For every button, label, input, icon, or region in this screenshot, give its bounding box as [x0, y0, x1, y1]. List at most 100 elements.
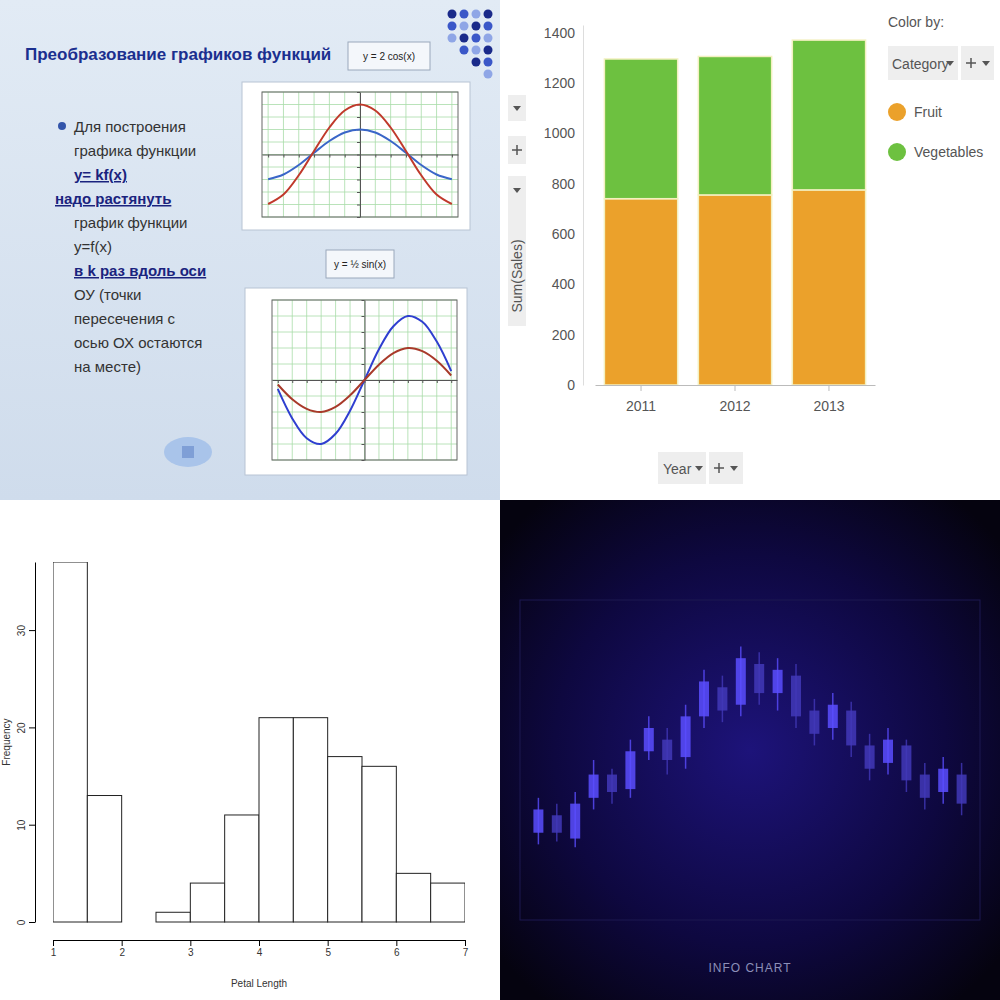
control-box[interactable]: [508, 176, 526, 326]
tick: [329, 155, 330, 158]
grid: [262, 92, 458, 217]
tick-mark: [362, 412, 365, 413]
chart-title: y = 2 cos(x): [363, 51, 415, 62]
decor-dot: [472, 10, 481, 19]
dropdown-arrow: [946, 61, 954, 66]
tick: [362, 428, 365, 429]
tick: 2012: [719, 385, 750, 414]
dropdown-arrow: [982, 61, 990, 66]
tick-mark: [391, 155, 392, 158]
tick: 2013: [813, 385, 844, 414]
tick: [393, 380, 394, 383]
tick-label: 4: [257, 947, 263, 958]
series-line: [278, 316, 451, 444]
chart-background: [500, 0, 1000, 500]
tick-label: 2013: [813, 398, 844, 414]
chart-title: INFO CHART: [708, 961, 791, 975]
control-box[interactable]: [508, 136, 526, 164]
tick-mark: [735, 385, 736, 391]
tick-label: 2011: [626, 398, 656, 414]
tick-mark: [451, 380, 452, 383]
tick: 30: [16, 625, 35, 637]
legend-title: Color by:: [888, 14, 944, 30]
plus-icon: [966, 58, 976, 68]
tick: [437, 155, 438, 158]
tick: 2: [119, 940, 125, 958]
histogram-chart: 12345670102030Petal LengthFrequency: [0, 500, 500, 1000]
slide-text: ОУ (точки: [74, 286, 142, 303]
tick-label: 2: [119, 947, 125, 958]
tick-mark: [329, 155, 330, 158]
tick: 2011: [626, 385, 656, 414]
tick-mark: [350, 380, 351, 383]
tick: [357, 92, 360, 93]
candle-body: [736, 658, 746, 705]
y-axis: 0200400600800100012001400: [544, 25, 584, 393]
tick-mark: [122, 940, 123, 946]
tick-label: 1400: [544, 25, 575, 41]
control-box[interactable]: [508, 95, 526, 121]
title-box: [326, 250, 394, 278]
bar: [698, 56, 771, 194]
tick-mark: [283, 155, 284, 158]
tick: [283, 155, 284, 158]
plot-frame: [520, 600, 980, 920]
tick-mark: [362, 332, 365, 333]
tick: [362, 364, 365, 365]
control-box[interactable]: [888, 46, 958, 80]
tick-mark: [375, 155, 376, 158]
tick: [362, 444, 365, 445]
candle-body: [570, 804, 580, 839]
tick: [299, 155, 300, 158]
dropdown-arrow: [730, 466, 738, 471]
tick-label: 6: [394, 947, 400, 958]
tick-mark: [357, 92, 360, 93]
tick: 1400: [544, 25, 583, 41]
control-box[interactable]: [709, 452, 743, 484]
tick: [452, 155, 453, 158]
tick: [362, 396, 365, 397]
tick-mark: [465, 940, 466, 946]
decoration: [448, 10, 493, 79]
series-group: [278, 316, 451, 444]
tick: 3: [188, 940, 194, 958]
dropdown-arrow: [695, 466, 703, 471]
decor-dot: [484, 34, 493, 43]
tick: [408, 380, 409, 383]
tick: [406, 155, 407, 158]
nav-button-icon: [182, 446, 194, 458]
control-box[interactable]: [961, 46, 994, 80]
tick-mark: [422, 380, 423, 383]
tick: [307, 380, 308, 383]
tick: [362, 300, 365, 301]
tick: [379, 380, 380, 383]
tick-mark: [278, 380, 279, 383]
tick-mark: [357, 167, 360, 168]
nav-button[interactable]: [164, 437, 212, 467]
candles: [533, 647, 966, 848]
tick: [362, 460, 365, 461]
legend-swatch: [888, 143, 906, 161]
tick-mark: [362, 316, 365, 317]
slide-text: график функции: [74, 214, 187, 231]
tick-label: 10: [16, 819, 27, 831]
candle-body: [717, 687, 727, 710]
tick-mark: [437, 155, 438, 158]
legend-swatch: [888, 103, 906, 121]
legend-label: Vegetables: [914, 144, 983, 160]
tick-mark: [362, 396, 365, 397]
x-axis: 2011 2012 2013: [596, 385, 876, 414]
decor-dot: [484, 10, 493, 19]
series-line: [278, 348, 451, 412]
tick-mark: [362, 444, 365, 445]
slide-text: Для построения: [74, 118, 186, 135]
candlestick-chart: INFO CHART: [500, 500, 1000, 1000]
candle-body: [681, 716, 691, 757]
bar-chart: 0200400600800100012001400201120122013Sum…: [500, 0, 1000, 500]
tick: [357, 205, 360, 206]
decor-dot: [448, 22, 457, 31]
decor-dot: [460, 46, 469, 55]
control-box[interactable]: [658, 452, 706, 484]
tick-label: 7: [463, 947, 469, 958]
tick-mark: [379, 380, 380, 383]
